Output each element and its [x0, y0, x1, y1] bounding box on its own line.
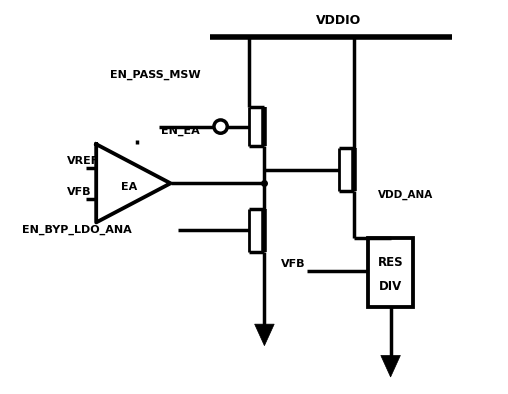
- Text: VDD_ANA: VDD_ANA: [378, 190, 433, 200]
- Text: DIV: DIV: [379, 279, 402, 292]
- Text: RES: RES: [378, 256, 403, 269]
- Text: EN_EA: EN_EA: [161, 126, 200, 136]
- Bar: [368, 238, 413, 307]
- Text: EA: EA: [121, 182, 138, 192]
- Polygon shape: [255, 324, 274, 346]
- Text: VREF: VREF: [67, 156, 99, 166]
- Text: VFB: VFB: [67, 187, 91, 197]
- Text: EN_PASS_MSW: EN_PASS_MSW: [110, 69, 200, 80]
- Polygon shape: [381, 355, 400, 377]
- Text: VDDIO: VDDIO: [316, 14, 361, 27]
- Text: EN_BYP_LDO_ANA: EN_BYP_LDO_ANA: [22, 225, 132, 235]
- Text: VFB: VFB: [281, 259, 305, 269]
